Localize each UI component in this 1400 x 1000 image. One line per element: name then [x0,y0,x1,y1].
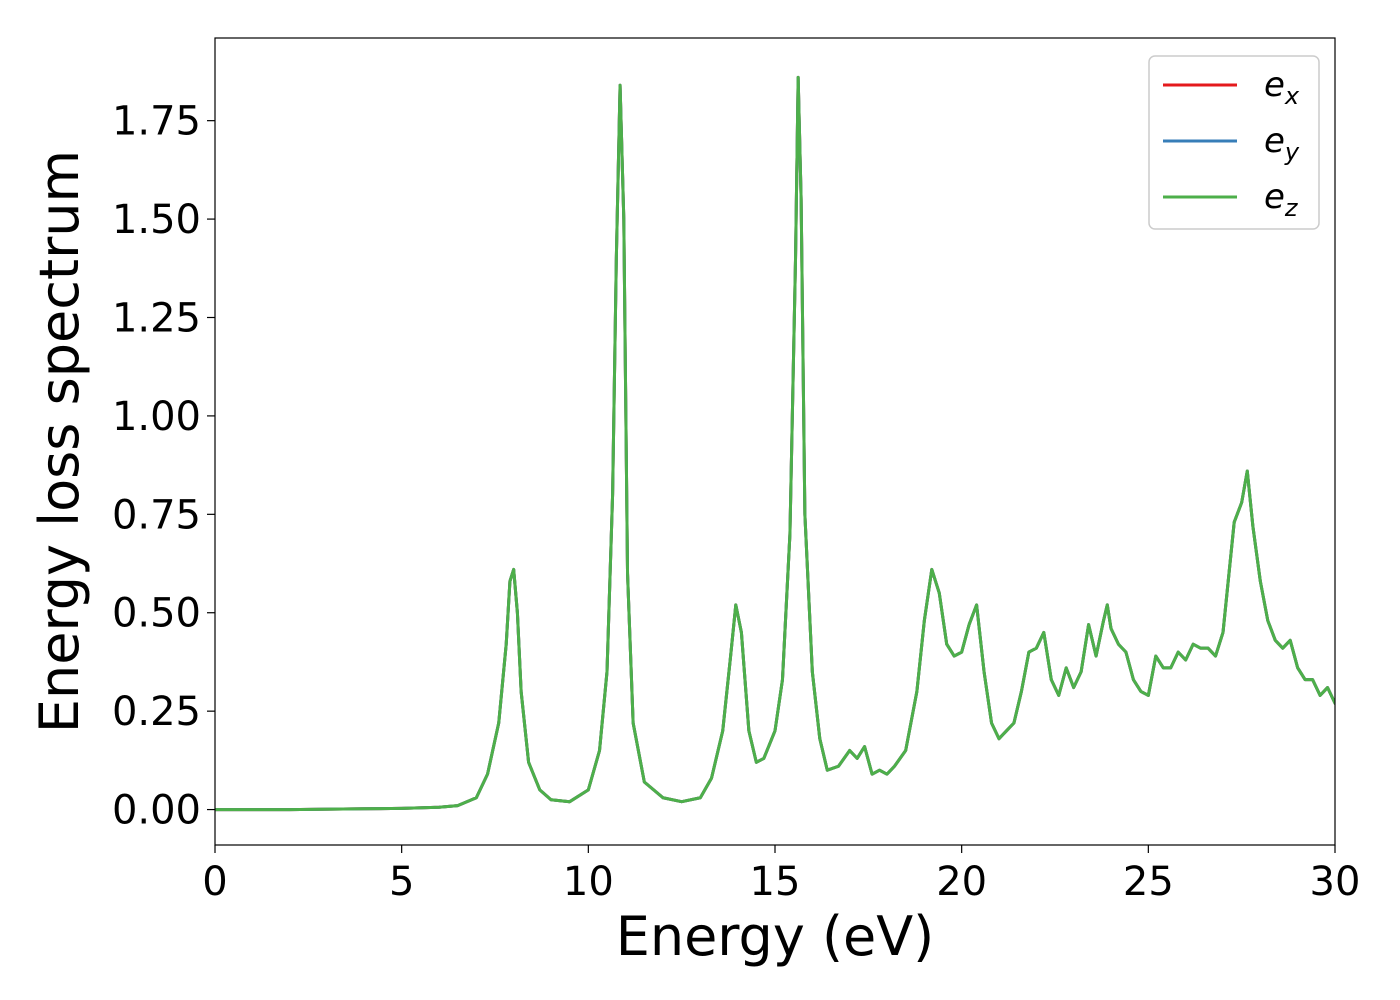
y-tick-label: 1.25 [112,295,201,341]
x-tick-label: 25 [1123,859,1174,905]
y-tick-label: 0.00 [112,788,201,834]
legend: ex ey ez [1148,55,1320,230]
x-tick-label: 5 [389,859,414,905]
y-tick-label: 1.00 [112,394,201,440]
y-tick-label: 1.50 [112,197,201,243]
x-axis-title: Energy (eV) [616,905,935,968]
y-tick-label: 0.50 [112,591,201,637]
legend-label-ex: ex [1264,65,1300,110]
x-tick-label: 15 [750,859,801,905]
y-tick-label: 0.75 [112,492,201,538]
x-tick-label: 20 [936,859,987,905]
x-tick-label: 30 [1310,859,1361,905]
x-tick-label: 0 [202,859,227,905]
y-tick-label: 0.25 [112,689,201,735]
legend-label-ey: ey [1264,121,1300,166]
x-tick-label: 10 [563,859,614,905]
series-line-ez [215,75,1335,812]
x-axis-ticks: 0 5 10 15 20 25 30 [202,845,1360,905]
plot-lines [215,75,1335,812]
legend-label-ez: ez [1264,177,1299,222]
y-axis-title: Energy loss spectrum [28,150,91,733]
y-axis-ticks: 0.00 0.25 0.50 0.75 1.00 1.25 1.50 1.75 [112,99,215,834]
y-tick-label: 1.75 [112,99,201,145]
